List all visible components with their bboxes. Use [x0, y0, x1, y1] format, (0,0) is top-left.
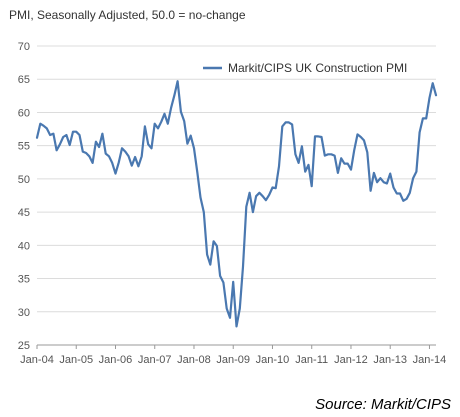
x-tick-label: Jan-07 — [138, 354, 172, 366]
y-tick-label: 40 — [18, 240, 30, 252]
y-tick-label: 35 — [18, 274, 30, 286]
y-tick-label: 55 — [18, 141, 30, 153]
source-note: Source: Markit/CIPS — [315, 396, 451, 413]
x-tick-label: Jan-05 — [59, 354, 93, 366]
chart-subtitle: PMI, Seasonally Adjusted, 50.0 = no-chan… — [9, 8, 246, 22]
x-axis: Jan-04 Jan-05 Jan-06 Jan-07 Jan-08 Jan-09 Jan-… — [20, 345, 446, 366]
x-tick-label: Jan-11 — [295, 354, 328, 366]
series-group — [35, 80, 438, 328]
x-tick-label: Jan-04 — [20, 354, 54, 366]
series-line-construction-pmi — [35, 80, 438, 328]
y-tick-label: 45 — [18, 207, 30, 219]
x-tick-label: Jan-12 — [334, 354, 368, 366]
x-tick-label: Jan-06 — [99, 354, 133, 366]
x-tick-label: Jan-08 — [177, 354, 211, 366]
y-tick-label: 70 — [18, 41, 30, 53]
x-tick-label: Jan-14 — [413, 354, 447, 366]
x-tick-label: Jan-13 — [373, 354, 407, 366]
gridlines — [37, 45, 436, 346]
y-tick-label: 65 — [18, 74, 30, 86]
y-axis: 25 30 35 40 45 50 55 60 65 70 — [18, 41, 30, 352]
x-tick-label: Jan-10 — [256, 354, 290, 366]
y-tick-label: 50 — [18, 174, 30, 186]
y-tick-label: 30 — [18, 307, 30, 319]
y-tick-label: 25 — [18, 340, 30, 352]
y-tick-label: 60 — [18, 107, 30, 119]
x-tick-label: Jan-09 — [216, 354, 250, 366]
legend: Markit/CIPS UK Construction PMI — [203, 61, 407, 75]
legend-label: Markit/CIPS UK Construction PMI — [228, 61, 407, 75]
